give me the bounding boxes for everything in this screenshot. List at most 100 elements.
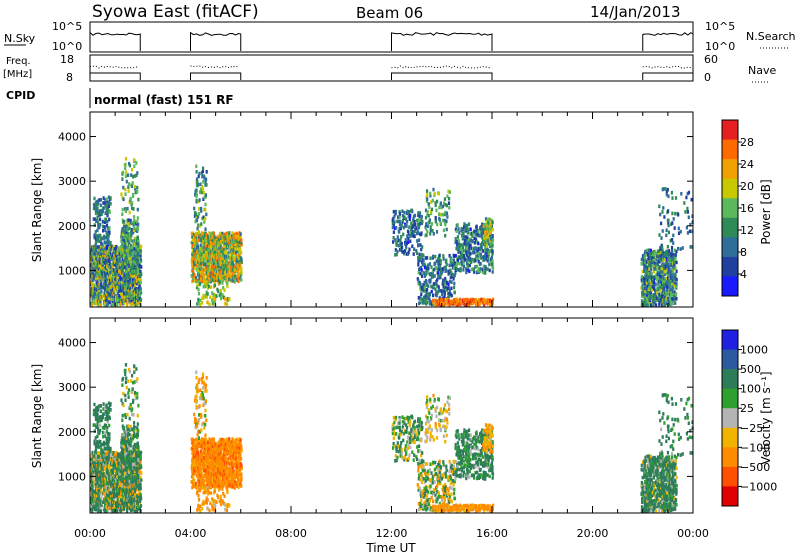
data-cell bbox=[463, 225, 466, 229]
data-cell bbox=[467, 241, 471, 245]
data-cell bbox=[481, 227, 484, 231]
data-cell bbox=[111, 244, 114, 249]
data-cell bbox=[202, 174, 206, 178]
data-cell bbox=[94, 300, 97, 305]
data-cell bbox=[675, 277, 678, 282]
data-cell bbox=[198, 211, 201, 216]
data-cell bbox=[108, 300, 111, 304]
data-cell bbox=[457, 255, 460, 259]
data-cell bbox=[429, 191, 432, 196]
data-cell bbox=[651, 287, 654, 292]
data-cell bbox=[136, 247, 139, 251]
data-cell bbox=[456, 235, 459, 239]
data-cell bbox=[403, 215, 406, 219]
data-cell bbox=[204, 281, 207, 285]
data-cell bbox=[436, 271, 439, 275]
data-cell bbox=[104, 211, 107, 215]
data-cell bbox=[229, 250, 232, 255]
data-cell bbox=[95, 288, 98, 292]
data-cell bbox=[491, 262, 494, 267]
data-cell bbox=[199, 182, 202, 187]
data-cell bbox=[205, 212, 208, 217]
data-cell bbox=[120, 302, 123, 306]
data-cell bbox=[483, 257, 486, 262]
data-cell bbox=[434, 203, 437, 208]
data-cell bbox=[671, 269, 675, 274]
data-cell bbox=[445, 219, 448, 224]
data-cell bbox=[91, 464, 94, 468]
data-cell bbox=[101, 473, 104, 478]
data-cell bbox=[200, 190, 204, 195]
data-cell bbox=[137, 286, 141, 290]
data-cell bbox=[485, 243, 488, 248]
data-cell bbox=[475, 234, 478, 238]
data-cell bbox=[204, 208, 207, 212]
data-cell bbox=[665, 192, 668, 197]
data-cell bbox=[98, 268, 102, 273]
data-cell bbox=[216, 271, 219, 276]
data-cell bbox=[448, 294, 451, 298]
data-cell bbox=[663, 295, 666, 300]
data-cell bbox=[413, 223, 416, 227]
data-cell bbox=[92, 255, 95, 260]
data-cell bbox=[102, 256, 105, 260]
data-cell bbox=[104, 485, 107, 489]
data-cell bbox=[93, 251, 96, 256]
data-cell bbox=[197, 230, 200, 234]
data-cell bbox=[431, 271, 434, 275]
data-cell bbox=[100, 278, 103, 283]
data-cell bbox=[107, 226, 110, 230]
data-cell bbox=[102, 206, 105, 210]
data-cell bbox=[135, 249, 138, 253]
data-cell bbox=[96, 285, 99, 290]
data-cell bbox=[136, 207, 139, 212]
data-cell bbox=[466, 265, 469, 269]
data-cell bbox=[417, 213, 420, 217]
data-cell bbox=[641, 262, 644, 266]
data-cell bbox=[122, 197, 125, 202]
data-cell bbox=[473, 241, 476, 245]
data-cell bbox=[102, 462, 105, 466]
data-cell bbox=[100, 245, 103, 249]
data-cell bbox=[95, 453, 98, 458]
data-cell bbox=[99, 501, 102, 506]
data-cell bbox=[208, 251, 212, 255]
data-cell bbox=[134, 186, 137, 191]
data-cell bbox=[116, 251, 119, 255]
data-cell bbox=[462, 253, 466, 258]
data-cell bbox=[239, 247, 242, 251]
data-cell bbox=[202, 269, 205, 274]
data-cell bbox=[215, 294, 218, 298]
data-cell bbox=[208, 272, 211, 276]
data-cell bbox=[208, 242, 211, 247]
data-cell bbox=[391, 225, 394, 230]
data-cell bbox=[96, 228, 99, 233]
data-cell bbox=[650, 295, 653, 299]
data-cell bbox=[483, 298, 487, 303]
data-cell bbox=[106, 206, 109, 211]
data-cell bbox=[436, 267, 439, 272]
data-cell bbox=[206, 280, 209, 284]
data-cell bbox=[198, 264, 201, 269]
data-cell bbox=[95, 491, 98, 496]
data-cell bbox=[194, 231, 198, 236]
data-cell bbox=[418, 211, 422, 215]
data-cell bbox=[112, 258, 115, 262]
data-cell bbox=[419, 221, 422, 226]
data-cell bbox=[131, 181, 134, 185]
data-cell bbox=[209, 295, 212, 300]
data-cell bbox=[93, 460, 96, 465]
data-cell bbox=[469, 227, 472, 232]
data-cell bbox=[108, 210, 111, 214]
data-cell bbox=[95, 471, 98, 476]
data-cell bbox=[672, 252, 675, 257]
data-cell bbox=[114, 277, 117, 281]
data-cell bbox=[92, 476, 95, 480]
data-cell bbox=[458, 231, 461, 235]
data-cell bbox=[91, 509, 94, 513]
data-cell bbox=[131, 290, 134, 295]
data-cell bbox=[111, 505, 114, 509]
data-cell bbox=[218, 251, 221, 256]
data-cell bbox=[484, 300, 487, 305]
data-cell bbox=[453, 266, 456, 271]
